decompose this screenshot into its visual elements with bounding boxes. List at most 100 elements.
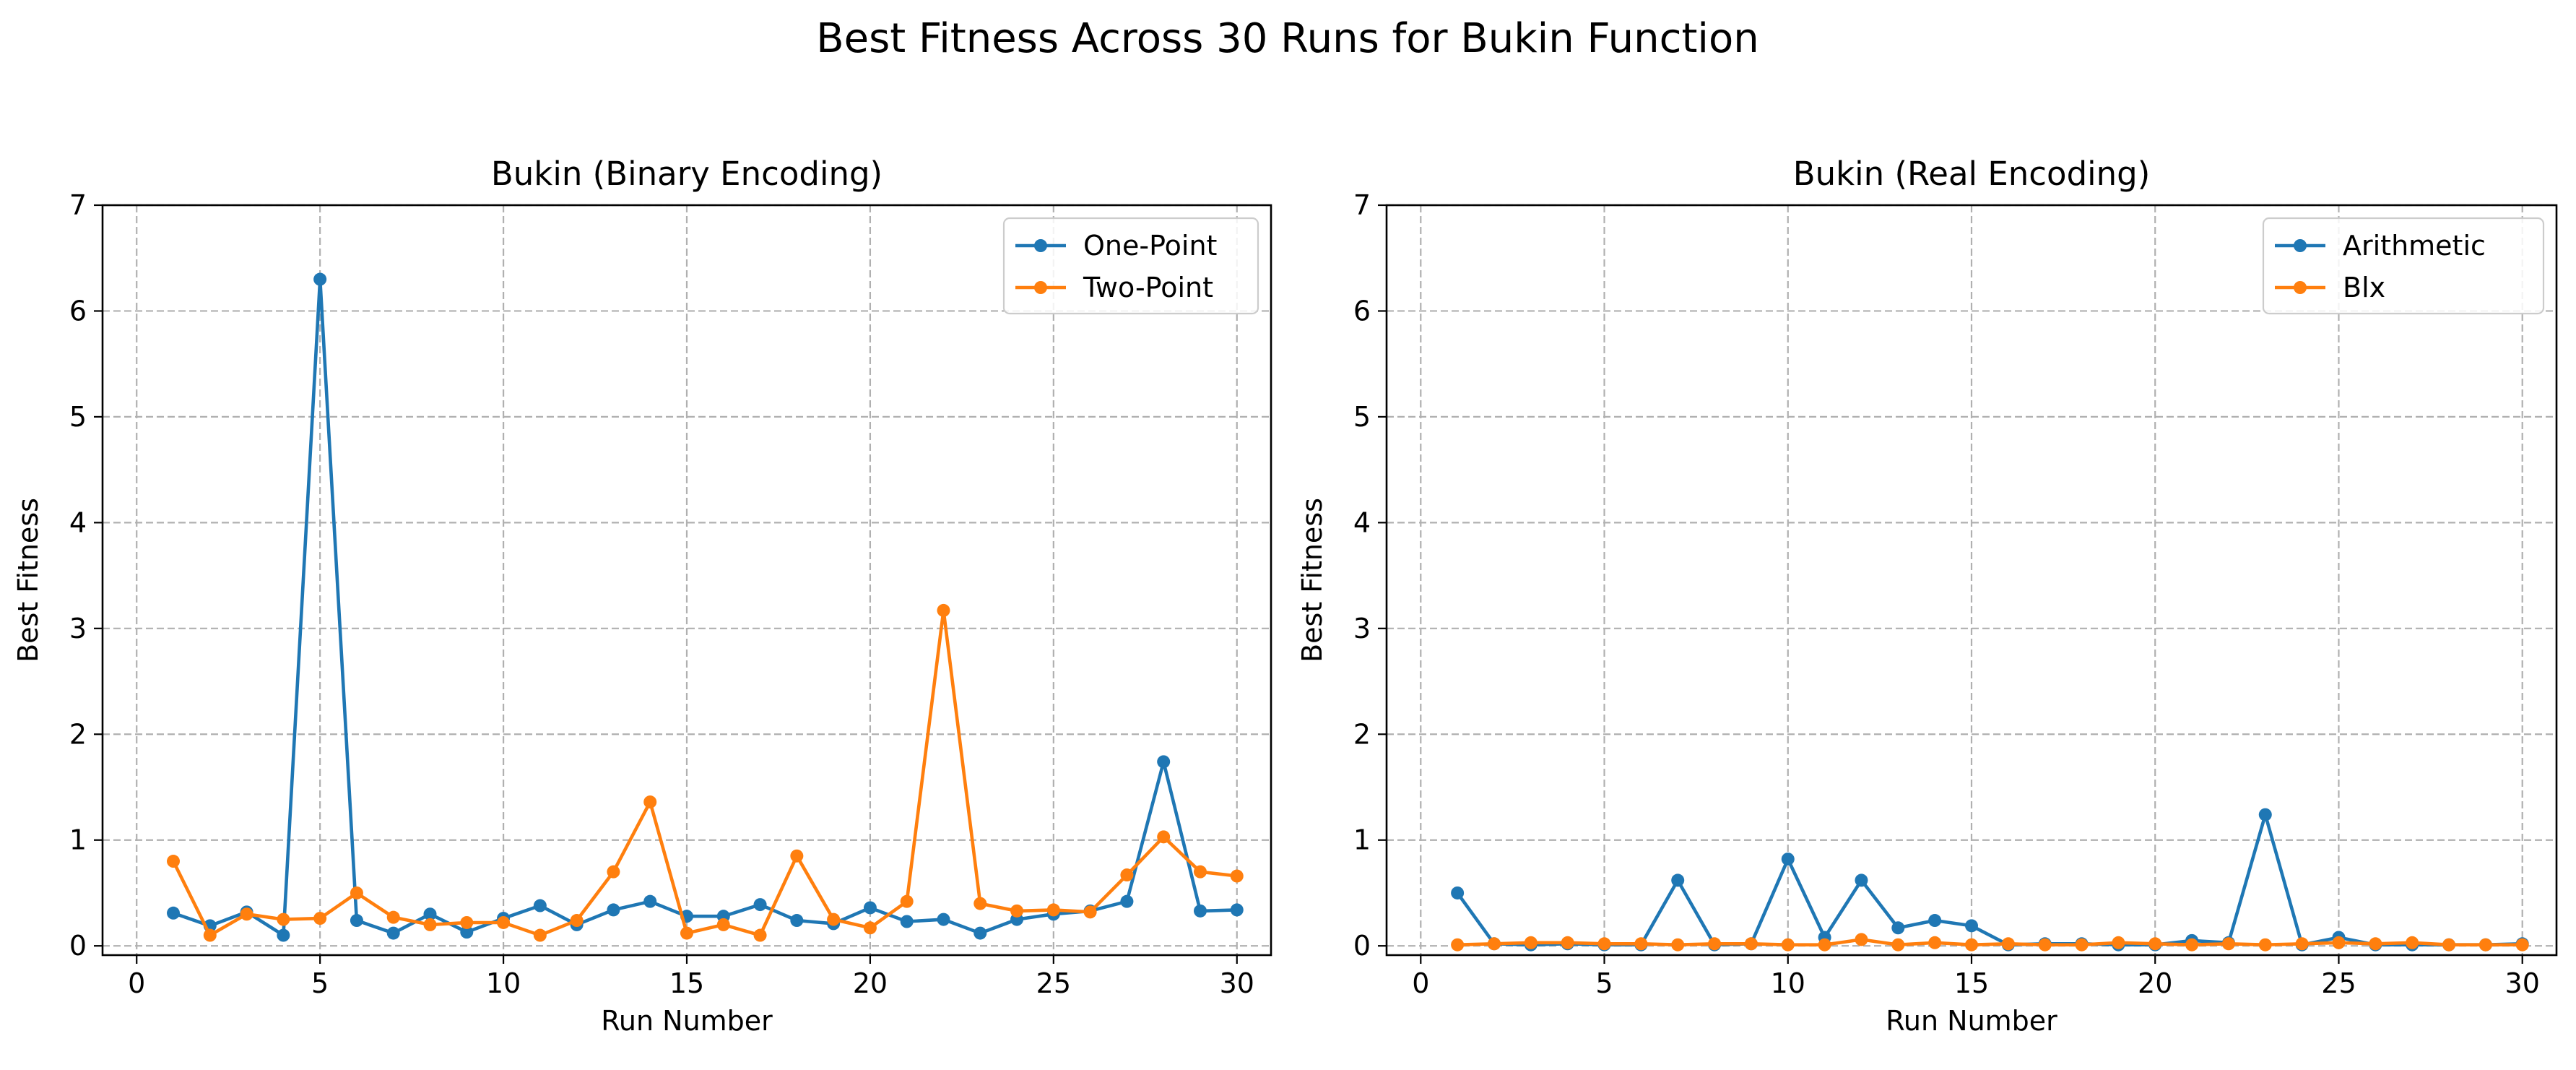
panel-2-xtick-label-20: 20 <box>2138 967 2172 999</box>
panel-2-series-blx-point-1 <box>1451 938 1465 952</box>
panel-2-ytick-label-3: 3 <box>1353 613 1371 644</box>
panel-2-ytick-label-1: 1 <box>1353 824 1371 856</box>
panel-1-series-two-point-point-18 <box>790 849 804 863</box>
panel-1-series-one-point-point-8 <box>423 907 437 921</box>
panel-2-legend: Arithmetic Blx <box>2262 217 2545 315</box>
panel-1-series-two-point-point-8 <box>423 918 437 931</box>
panel-2-series-blx-point-18 <box>2075 938 2089 952</box>
panel-1-series-two-point-point-6 <box>350 886 363 899</box>
panel-2-series-arithmetic-point-13 <box>1891 921 1905 935</box>
panel-2-ytick-label-2: 2 <box>1353 718 1371 750</box>
panel-1-ytick-label-0: 0 <box>69 930 87 962</box>
panel-2-xtick-label-5: 5 <box>1595 967 1613 999</box>
panel-1-series-one-point-point-30 <box>1230 903 1244 917</box>
panel-1-series-one-point-point-22 <box>937 912 950 926</box>
panel-2-legend-box <box>2262 217 2545 315</box>
panel-2-series-blx-point-13 <box>1891 938 1905 952</box>
panel-2-series-blx-point-5 <box>1597 937 1611 951</box>
panel-2-series-blx-point-7 <box>1671 938 1685 952</box>
panel-2-series-blx-point-12 <box>1855 933 1868 946</box>
panel-1-legend-one-point-marker <box>1034 239 1047 252</box>
panel-2-series-blx-point-4 <box>1561 936 1574 949</box>
panel-2-series-blx-point-17 <box>2038 938 2052 952</box>
panel-1-series-two-point-point-17 <box>753 928 767 942</box>
panel-1-legend-two-point-marker <box>1034 281 1047 294</box>
panel-1-series-one-point-point-5 <box>313 272 327 286</box>
panel-1-series-two-point-point-1 <box>167 855 181 868</box>
panel-1-series-two-point-point-10 <box>497 915 511 929</box>
panel-2-ylabel: Best Fitness <box>1296 498 1328 663</box>
panel-2-xtick-label-10: 10 <box>1771 967 1805 999</box>
panel-1-series-two-point-point-11 <box>533 928 547 942</box>
panel-1-series-one-point-point-27 <box>1120 894 1134 908</box>
panel-2-series-blx-point-10 <box>1781 938 1795 952</box>
panel-1-series-one-point-point-21 <box>900 915 914 928</box>
panel-2-series-blx <box>1451 933 2529 952</box>
panel-2-series-arithmetic-point-12 <box>1855 873 1868 887</box>
panel-1-series-two-point-point-19 <box>827 912 841 926</box>
panel-1-ytick-label-1: 1 <box>69 824 87 856</box>
panel-1-xtick-label-20: 20 <box>853 967 888 999</box>
panel-2-series-arithmetic-point-23 <box>2258 808 2272 821</box>
panel-1-series-two-point-point-22 <box>937 603 950 617</box>
panel-1-xtick-label-30: 30 <box>1220 967 1254 999</box>
panel-1-xtick-label-5: 5 <box>311 967 329 999</box>
panel-1-title: Bukin (Binary Encoding) <box>491 155 882 193</box>
panel-1-series-one-point-point-20 <box>863 901 877 915</box>
panel-2-series-blx-point-30 <box>2515 938 2529 952</box>
panel-1: 0 5 10 15 20 25 30 0 1 2 3 4 5 6 7 Bukin (Binary Encodi… <box>12 155 1272 1037</box>
panel-1-series-two-point-point-21 <box>900 894 914 908</box>
panel-2-series-blx-point-27 <box>2406 936 2419 949</box>
panel-2-series-blx-point-26 <box>2369 937 2382 951</box>
panel-1-series-two-point-point-7 <box>386 910 400 924</box>
panel-2-series-blx-point-25 <box>2332 936 2346 949</box>
panel-1-series-one-point-point-14 <box>643 894 657 908</box>
panel-1-legend-two-point-label: Two-Point <box>1083 272 1213 303</box>
panel-1-series-one-point-point-9 <box>460 926 474 939</box>
panel-2-series-blx-point-2 <box>1487 937 1501 951</box>
figure-suptitle: Best Fitness Across 30 Runs for Bukin Fu… <box>816 15 1758 62</box>
panel-1-series-two-point-point-23 <box>973 897 987 910</box>
panel-1-series-one-point-point-4 <box>277 928 290 942</box>
panel-2-series-blx-point-6 <box>1634 937 1648 951</box>
panel-1-xtick-label-25: 25 <box>1036 967 1071 999</box>
panel-2-xtick-label-15: 15 <box>1954 967 1989 999</box>
panel-2-series-blx-point-21 <box>2185 938 2199 952</box>
panel-1-legend: One-Point Two-Point <box>1002 217 1259 315</box>
panel-1-series-two-point-point-9 <box>460 915 474 929</box>
panel-2-ytick-label-6: 6 <box>1353 295 1371 327</box>
panel-2-xtick-label-30: 30 <box>2505 967 2540 999</box>
panel-2-series-arithmetic-point-10 <box>1781 853 1795 866</box>
panel-1-series-two-point-point-4 <box>277 912 290 926</box>
panel-1-ytick-label-3: 3 <box>69 613 87 644</box>
panel-2-xtick-label-0: 0 <box>1412 967 1429 999</box>
panel-1-legend-box <box>1002 217 1259 315</box>
panel-2-series-blx-point-23 <box>2258 938 2272 952</box>
panel-1-series-one-point-point-17 <box>753 898 767 912</box>
panel-1-series-one-point-point-29 <box>1193 904 1207 918</box>
panel-1-series-two-point-point-28 <box>1157 830 1171 844</box>
panel-2-legend-blx-marker <box>2294 281 2307 294</box>
panel-1-series-one-point-point-1 <box>167 906 181 920</box>
panel-2-axes-frame <box>1385 204 2558 957</box>
panel-2-series-blx-point-8 <box>1708 937 1722 951</box>
panel-1-ytick-label-2: 2 <box>69 718 87 750</box>
panel-1-xtick-label-15: 15 <box>669 967 704 999</box>
panel-2-series-blx-point-14 <box>1928 936 1942 949</box>
panel-2-title: Bukin (Real Encoding) <box>1793 155 2151 193</box>
panel-1-series-one-point-point-23 <box>973 926 987 940</box>
panel-2-series-arithmetic-point-15 <box>1965 919 1978 933</box>
panel-1-xtick-label-0: 0 <box>128 967 145 999</box>
panel-2-series-blx-point-28 <box>2442 938 2456 952</box>
panel-1-series-two-point-point-26 <box>1083 905 1097 919</box>
panel-1-ytick-label-6: 6 <box>69 295 87 327</box>
panel-1-series-one-point-point-18 <box>790 914 804 928</box>
panel-1-series-one-point-point-13 <box>607 903 620 917</box>
panel-1-series-two-point-point-13 <box>607 865 620 879</box>
panel-2-legend-arithmetic-marker <box>2294 239 2307 252</box>
panel-1-series-one-point-point-28 <box>1157 755 1171 769</box>
panel-1-ytick-label-4: 4 <box>69 506 87 538</box>
panel-1-series-two-point-point-27 <box>1120 868 1134 882</box>
panel-2-series-blx-point-15 <box>1965 938 1978 952</box>
